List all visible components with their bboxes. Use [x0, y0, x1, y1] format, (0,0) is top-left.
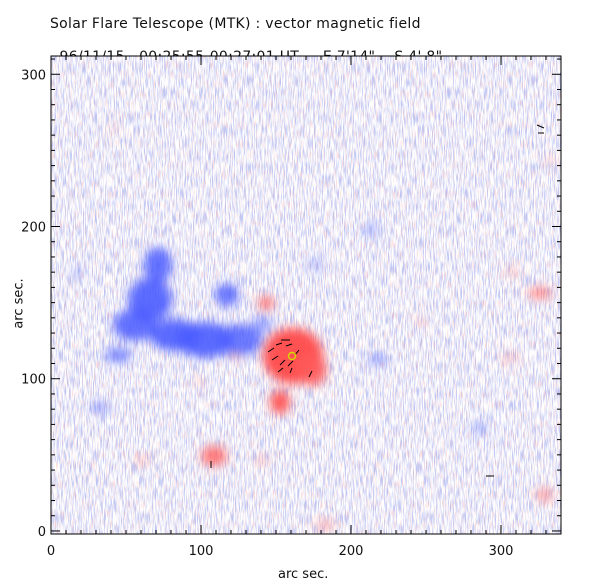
- y-tick-label: 200: [21, 220, 46, 235]
- axis-ticks: [50, 56, 562, 534]
- y-tick-label: 0: [38, 525, 46, 540]
- x-tick-label: 100: [189, 544, 214, 559]
- magnetogram-image: [51, 56, 561, 534]
- marker-circle: [287, 351, 297, 361]
- x-axis-label: arc sec.: [278, 567, 329, 582]
- figure-title: Solar Flare Telescope (MTK) : vector mag…: [50, 16, 421, 32]
- x-tick-label: 0: [47, 544, 55, 559]
- x-tick-label: 300: [489, 544, 514, 559]
- x-tick-label: 200: [339, 544, 364, 559]
- transverse-field-vectors: [210, 124, 545, 477]
- y-axis-label: arc sec.: [11, 278, 27, 329]
- axis-tick-labels: 0 100 200 300 0 100 200 300: [21, 68, 513, 559]
- y-tick-label: 300: [21, 68, 46, 83]
- negative-polarity-region: [72, 222, 488, 435]
- positive-polarity-region: [110, 124, 555, 531]
- y-tick-label: 100: [21, 373, 46, 388]
